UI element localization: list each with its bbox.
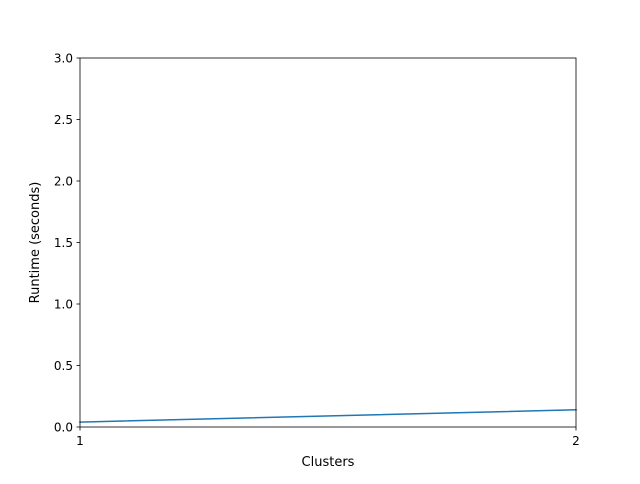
axes-layer: 1 2 0.0 0.5 1.0 1.5 2.0 2.5 3.0 [54,51,580,448]
y-axis-label: Runtime (seconds) [28,182,43,304]
y-tick-label-0: 0.0 [54,420,73,434]
y-tick-label-1: 0.5 [54,359,73,373]
y-tick-label-5: 2.5 [54,113,73,127]
series-layer [79,409,577,423]
plot-frame [79,57,577,428]
x-tick-label-1: 2 [572,434,580,448]
x-tick-label-0: 1 [76,434,84,448]
series-line-0 [79,409,577,423]
y-tick-label-3: 1.5 [54,236,73,250]
y-tick-label-2: 1.0 [54,297,73,311]
x-axis-label: Clusters [302,455,355,470]
y-tick-label-4: 2.0 [54,174,73,188]
y-tick-label-6: 3.0 [54,51,73,65]
